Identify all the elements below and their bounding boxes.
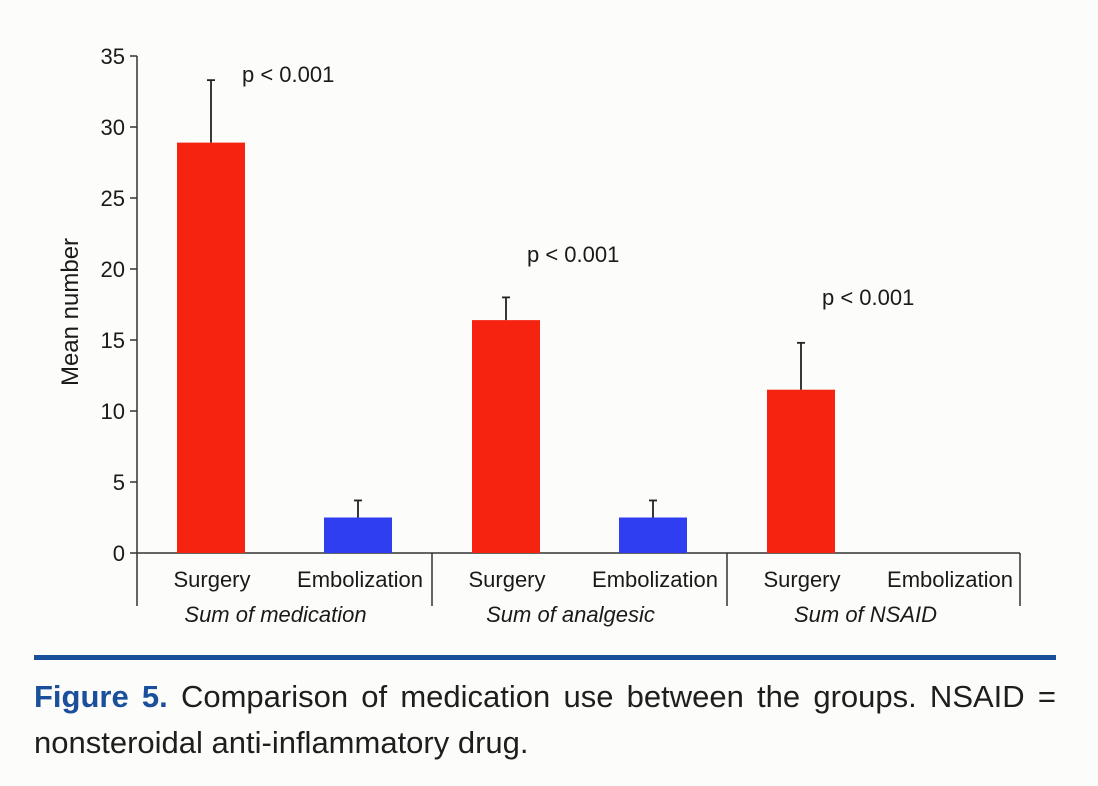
p-value-label: p < 0.001 (242, 62, 334, 87)
bar-embolization (324, 517, 392, 553)
bar-surgery (767, 389, 835, 553)
group-label: Sum of analgesic (486, 602, 655, 627)
bar-chart: 0 5 10 15 20 25 30 35 Mean number Surgery Emboliza… (57, 44, 1021, 627)
category-label: Surgery (468, 567, 545, 592)
y-tick-label: 5 (113, 470, 125, 495)
category-label: Surgery (763, 567, 840, 592)
group-label: Sum of NSAID (794, 602, 937, 627)
bar-surgery (177, 142, 245, 553)
figure-label: Figure 5. (34, 679, 168, 714)
group-label: Sum of medication (184, 602, 366, 627)
y-tick-label: 35 (101, 44, 125, 69)
category-label: Embolization (297, 567, 423, 592)
caption-divider (34, 655, 1056, 660)
y-tick-label: 30 (101, 115, 125, 140)
y-tick-label: 25 (101, 186, 125, 211)
p-value-label: p < 0.001 (822, 285, 914, 310)
bar-embolization (619, 517, 687, 553)
caption-text: Comparison of medication use between the… (34, 679, 1056, 760)
y-tick-label: 0 (113, 541, 125, 566)
p-value-label: p < 0.001 (527, 242, 619, 267)
category-label: Surgery (173, 567, 250, 592)
category-label: Embolization (592, 567, 718, 592)
y-tick-label: 15 (101, 328, 125, 353)
y-tick-label: 20 (101, 257, 125, 282)
bar-surgery (472, 320, 540, 553)
category-label: Embolization (887, 567, 1013, 592)
y-tick-label: 10 (101, 399, 125, 424)
figure-caption: Figure 5. Comparison of medication use b… (34, 674, 1056, 766)
y-axis-label: Mean number (57, 238, 84, 386)
